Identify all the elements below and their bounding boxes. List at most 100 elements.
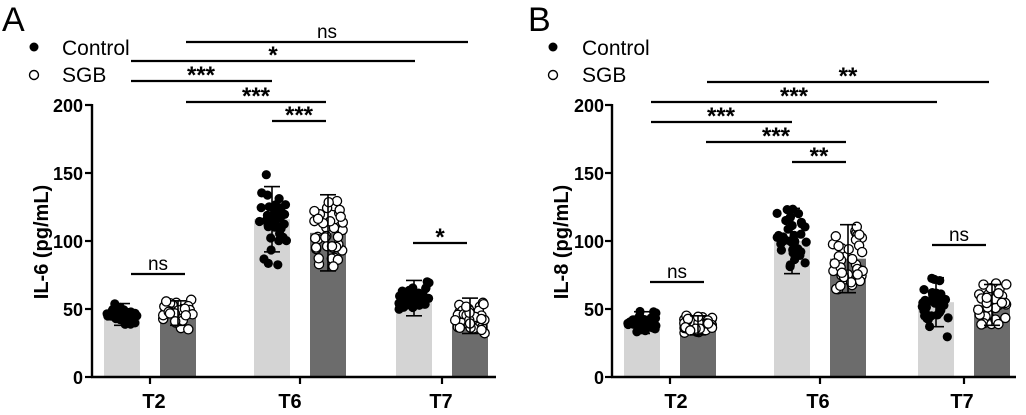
data-point [650, 309, 660, 319]
significance-label: ns [317, 22, 337, 43]
data-point [846, 253, 858, 265]
legend-label-control: Control [582, 37, 650, 60]
data-point [833, 240, 844, 252]
data-point [942, 332, 952, 342]
panel-a: A Control SGB IL-6 (pg/mL) T2 T6 T7 0 50… [2, 1, 496, 413]
data-point [800, 258, 810, 268]
data-point [421, 284, 431, 294]
data-point [854, 229, 865, 240]
data-point [403, 289, 413, 300]
data-point [788, 204, 798, 214]
data-point [164, 308, 176, 319]
data-point [106, 311, 116, 321]
data-point [332, 231, 344, 243]
significance-label: *** [707, 103, 736, 130]
x-category-label: T7 [429, 391, 452, 413]
data-point [256, 203, 266, 213]
data-point [460, 301, 472, 312]
data-point [312, 213, 324, 225]
data-point [772, 208, 782, 218]
panel-letter-a: A [2, 1, 25, 39]
x-category-label: T6 [806, 391, 829, 413]
significance-label: *** [187, 62, 216, 89]
y-axis-label-b: IL-8 (pg/mL) [551, 185, 573, 299]
significance-label: ns [949, 225, 969, 246]
data-point [836, 267, 848, 279]
data-point [420, 299, 430, 309]
data-point [932, 310, 943, 320]
y-tick-label: 100 [574, 232, 604, 252]
data-point [261, 170, 271, 180]
significance-label: * [268, 42, 278, 69]
data-point [993, 288, 1004, 299]
data-point [919, 285, 929, 295]
data-point [180, 310, 192, 321]
data-point [274, 194, 284, 204]
y-tick-label: 0 [594, 368, 604, 388]
data-point [254, 216, 265, 227]
x-category-label: T7 [950, 391, 973, 413]
panel-letter-b: B [528, 1, 551, 39]
legend-a: Control SGB [28, 37, 130, 87]
data-point [335, 211, 346, 223]
y-tick-label: 200 [53, 96, 83, 116]
significance-label: ns [667, 262, 687, 283]
data-point [800, 222, 810, 232]
x-category-label: T2 [664, 391, 687, 413]
data-point [929, 274, 939, 284]
plot-area-b [605, 103, 1016, 384]
data-point [630, 318, 640, 328]
significance-label: *** [285, 102, 314, 129]
data-point [476, 313, 487, 325]
x-category-label: T2 [142, 391, 165, 413]
y-tick-label: 50 [584, 300, 604, 320]
data-point [1001, 279, 1012, 290]
data-point [783, 224, 793, 234]
significance-label: *** [242, 83, 271, 110]
significance-label: *** [762, 123, 791, 150]
data-point [328, 261, 339, 272]
legend-label-control: Control [62, 37, 130, 60]
legend-label-sgb: SGB [62, 64, 106, 87]
data-point [399, 302, 409, 312]
data-point [996, 297, 1008, 309]
data-point [449, 314, 461, 326]
significance-label: ns [148, 254, 168, 275]
data-point [919, 306, 929, 316]
data-point [410, 290, 420, 301]
significance-label: *** [780, 83, 809, 110]
y-axis-label-a: IL-6 (pg/mL) [31, 185, 53, 299]
data-point [981, 292, 993, 304]
data-point [976, 319, 987, 330]
legend-marker-control [548, 42, 558, 52]
legend-b: Control SGB [547, 37, 650, 87]
y-tick-label: 200 [574, 96, 604, 116]
data-point [789, 238, 800, 248]
legend-label-sgb: SGB [582, 64, 626, 87]
data-point [972, 304, 984, 315]
legend-marker-sgb [28, 69, 40, 81]
data-point [279, 219, 289, 229]
legend-marker-sgb [547, 69, 559, 81]
significance-label: * [435, 224, 445, 251]
y-tick-label: 50 [63, 300, 83, 320]
data-point [829, 258, 840, 269]
data-point [478, 298, 489, 310]
data-point [309, 232, 321, 244]
data-point [684, 325, 696, 336]
y-tick-label: 150 [53, 164, 83, 184]
data-point [310, 242, 322, 253]
data-point [454, 322, 466, 334]
data-point [183, 324, 194, 335]
data-point [262, 190, 273, 200]
data-point [273, 260, 283, 270]
data-point [128, 312, 138, 322]
y-tick-label: 150 [574, 164, 604, 184]
data-point [940, 294, 951, 305]
significance-label: ** [839, 63, 858, 90]
data-point [943, 313, 953, 323]
data-point [856, 246, 868, 258]
data-point [776, 239, 786, 249]
data-point [313, 253, 324, 264]
